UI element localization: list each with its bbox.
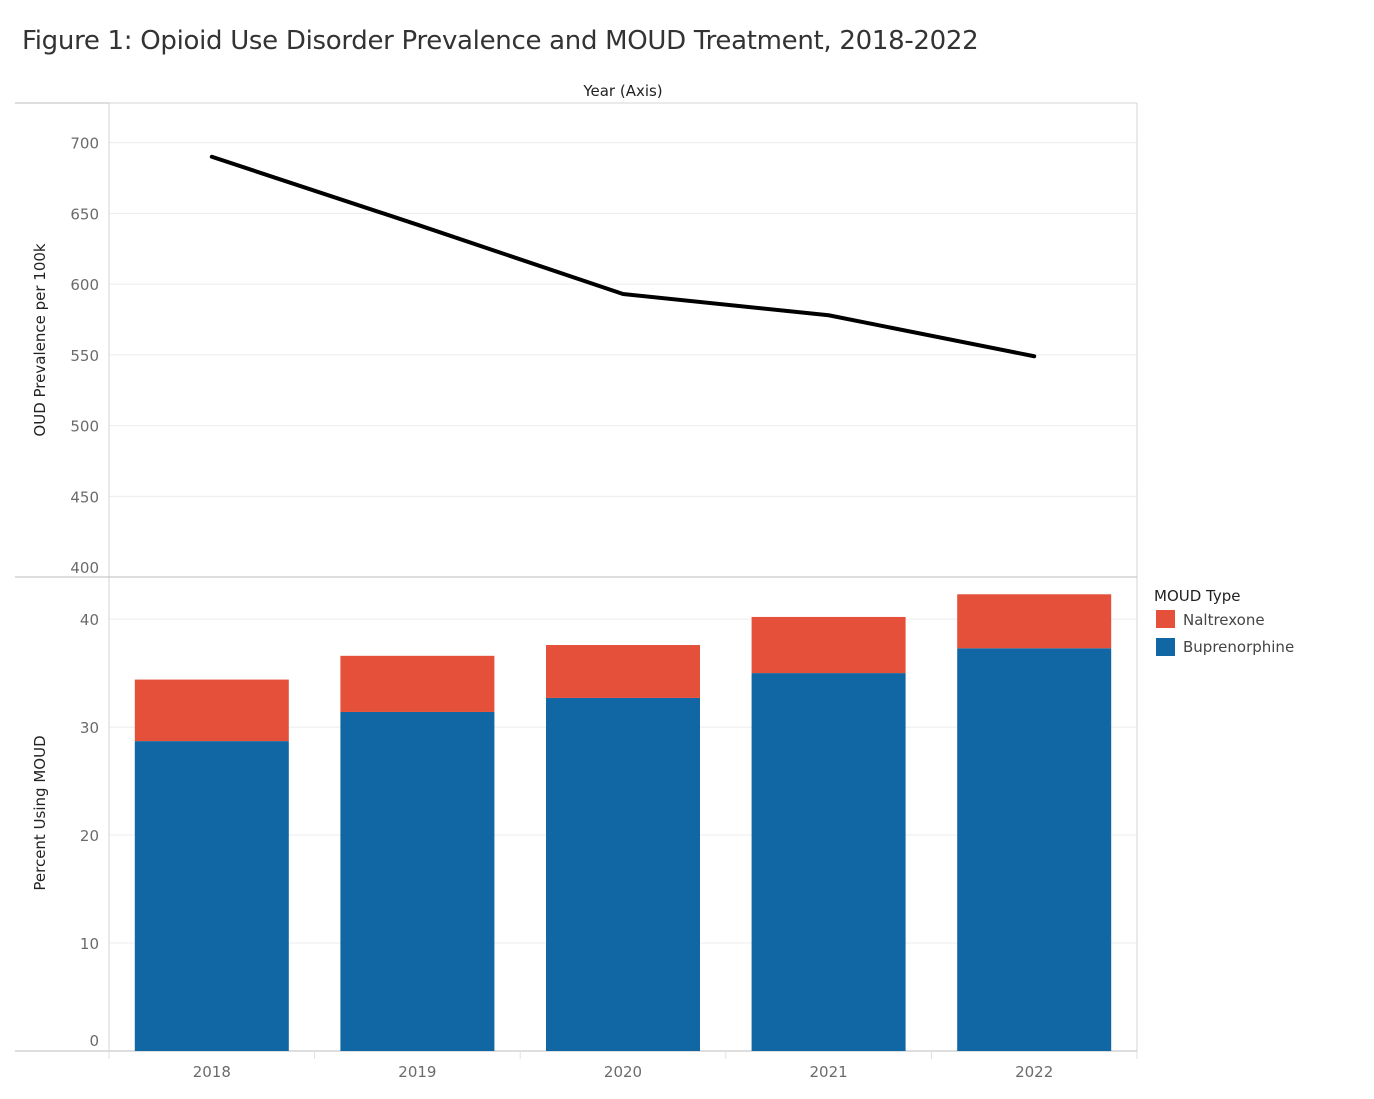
prevalence-line [209, 154, 1037, 359]
bar-naltrexone-2022 [957, 594, 1112, 649]
y-tick-prevalence-450: 450 [70, 488, 99, 506]
stacked-bars [134, 594, 1112, 1051]
legend-label-naltrexone: Naltrexone [1183, 611, 1265, 629]
bar-buprenorphine-2019 [340, 711, 495, 1051]
prevalence-point-2019 [415, 223, 419, 227]
y-tick-prevalence-500: 500 [70, 418, 99, 436]
legend-title: MOUD Type [1154, 587, 1241, 605]
y-tick-moud-10: 10 [80, 935, 99, 953]
legend-label-buprenorphine: Buprenorphine [1183, 638, 1294, 656]
x-tick-2020: 2020 [604, 1063, 642, 1081]
bar-buprenorphine-2020 [546, 697, 700, 1051]
chart-title: Figure 1: Opioid Use Disorder Prevalence… [22, 26, 979, 56]
y-tick-moud-30: 30 [80, 719, 99, 737]
prevalence-point-2022 [1032, 354, 1036, 358]
bar-naltrexone-2018 [134, 679, 289, 742]
y-tick-moud-20: 20 [80, 827, 99, 845]
bar-buprenorphine-2018 [134, 741, 289, 1051]
y-tick-moud-40: 40 [80, 611, 99, 629]
y-tick-prevalence-550: 550 [70, 347, 99, 365]
prevalence-point-2021 [827, 313, 831, 317]
bar-buprenorphine-2021 [751, 673, 906, 1051]
tick-labels: 400 450 500 550 600 650 700 0 10 20 30 40 2018 2019 20… [70, 135, 1053, 1081]
prevalence-point-2018 [210, 155, 214, 159]
x-tick-2022: 2022 [1015, 1063, 1053, 1081]
legend-swatch-buprenorphine [1156, 638, 1175, 656]
bar-naltrexone-2021 [751, 616, 906, 674]
x-tick-2021: 2021 [810, 1063, 848, 1081]
y-axis-label-moud: Percent Using MOUD [31, 735, 49, 890]
x-tick-2019: 2019 [398, 1063, 436, 1081]
y-tick-prevalence-700: 700 [70, 135, 99, 153]
y-tick-moud-0: 0 [89, 1032, 99, 1050]
legend-swatch-naltrexone [1156, 610, 1175, 628]
prevalence-series-line [209, 154, 1037, 359]
bar-naltrexone-2020 [546, 645, 700, 698]
x-axis-header: Year (Axis) [582, 82, 662, 100]
y-tick-prevalence-400: 400 [70, 559, 99, 577]
y-axis-label-prevalence: OUD Prevalence per 100k [31, 243, 49, 436]
x-tick-2018: 2018 [193, 1063, 231, 1081]
bar-naltrexone-2019 [340, 655, 495, 712]
y-tick-prevalence-600: 600 [70, 276, 99, 294]
prevalence-point-2020 [621, 292, 625, 296]
bar-buprenorphine-2022 [957, 648, 1112, 1051]
y-tick-prevalence-650: 650 [70, 205, 99, 223]
legend: MOUD Type Naltrexone Buprenorphine [1154, 587, 1294, 656]
